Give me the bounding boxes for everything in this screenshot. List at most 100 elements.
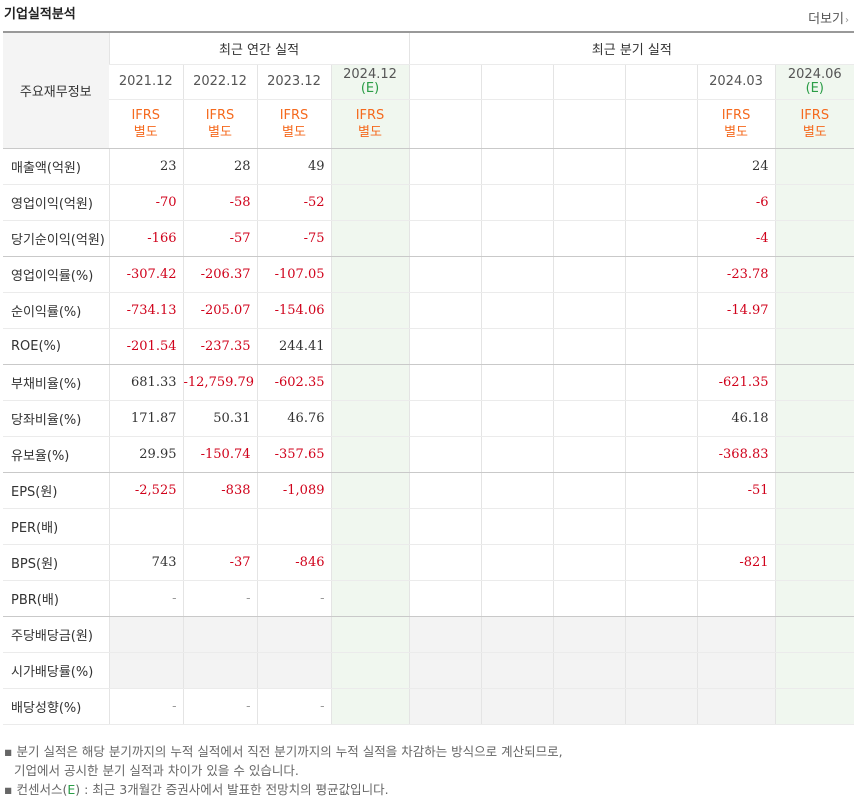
value-cell: -52 (256, 184, 331, 221)
value-cell (774, 328, 855, 365)
row-label: BPS(원) (3, 544, 109, 581)
value-cell (552, 328, 626, 365)
value-cell: -107.05 (256, 256, 331, 293)
value-cell (408, 688, 482, 725)
table-row: 당좌비율(%) 171.87 50.31 46.76 46.18 (3, 400, 855, 437)
table-row: EPS(원) -2,525 -838 -1,089 -51 (3, 472, 855, 509)
table-row: 주당배당금(원) (3, 616, 855, 653)
value-cell (774, 400, 855, 437)
section-title: 기업실적분석 (4, 7, 76, 22)
value-cell (774, 364, 855, 401)
value-cell (480, 148, 554, 185)
value-cell: - (256, 688, 331, 725)
ifrs-label: IFRS 별도 (182, 99, 257, 149)
table-row: 당기순이익(억원) -166 -57 -75 -4 (3, 220, 855, 257)
value-cell: -846 (256, 544, 331, 581)
period-header: 2024.06 (E) (774, 64, 855, 100)
value-cell (330, 472, 410, 509)
value-cell (330, 652, 410, 689)
value-cell (480, 652, 554, 689)
value-cell: -37 (182, 544, 257, 581)
value-cell: -368.83 (696, 436, 776, 473)
value-cell (624, 220, 698, 257)
value-cell (774, 292, 855, 329)
value-cell: 681.33 (108, 364, 183, 401)
table-row: ROE(%) -201.54 -237.35 244.41 (3, 328, 855, 365)
value-cell (624, 184, 698, 221)
value-cell (408, 400, 482, 437)
footnote-1: ▪ 분기 실적은 해당 분기까지의 누적 실적에서 직전 분기까지의 누적 실적… (4, 744, 563, 759)
ifrs-label (408, 99, 482, 149)
value-cell: 244.41 (256, 328, 331, 365)
value-cell (408, 652, 482, 689)
value-cell: -70 (108, 184, 183, 221)
value-cell: -838 (182, 472, 257, 509)
value-cell (774, 436, 855, 473)
value-cell (408, 436, 482, 473)
period-header (624, 64, 698, 100)
value-cell (408, 544, 482, 581)
value-cell: 49 (256, 148, 331, 185)
value-cell (696, 508, 776, 545)
value-cell: - (108, 688, 183, 725)
value-cell: -4 (696, 220, 776, 257)
value-cell (480, 256, 554, 293)
value-cell (552, 652, 626, 689)
chevron-right-icon: › (845, 15, 849, 26)
row-label: 부채비율(%) (3, 364, 109, 401)
value-cell: - (108, 580, 183, 617)
table-row: 매출액(억원) 23 28 49 24 (3, 148, 855, 185)
value-cell (182, 508, 257, 545)
value-cell (408, 220, 482, 257)
value-cell (330, 184, 410, 221)
value-cell: -23.78 (696, 256, 776, 293)
row-label: 배당성향(%) (3, 688, 109, 725)
value-cell (480, 400, 554, 437)
row-label: 당좌비율(%) (3, 400, 109, 437)
ifrs-label: IFRS 별도 (330, 99, 410, 149)
more-link[interactable]: 더보기› (808, 8, 849, 27)
more-label[interactable]: 더보기 (808, 12, 844, 27)
value-cell (774, 688, 855, 725)
period-date: 2024.03 (709, 74, 763, 89)
value-cell (182, 616, 257, 653)
table-row: 영업이익(억원) -70 -58 -52 -6 (3, 184, 855, 221)
value-cell (774, 580, 855, 617)
value-cell (408, 256, 482, 293)
value-cell (774, 148, 855, 185)
ifrs-label (552, 99, 626, 149)
value-cell (552, 364, 626, 401)
value-cell (774, 508, 855, 545)
period-date: 2023.12 (267, 74, 321, 89)
value-cell (480, 616, 554, 653)
value-cell (696, 652, 776, 689)
estimate-mark: (E) (360, 80, 380, 96)
value-cell: -821 (696, 544, 776, 581)
value-cell (774, 544, 855, 581)
period-header: 2024.03 (696, 64, 776, 100)
value-cell (552, 400, 626, 437)
value-cell (696, 580, 776, 617)
value-cell (108, 652, 183, 689)
value-cell: -14.97 (696, 292, 776, 329)
value-cell (330, 220, 410, 257)
value-cell (480, 364, 554, 401)
value-cell (330, 256, 410, 293)
value-cell (552, 256, 626, 293)
value-cell (624, 616, 698, 653)
value-cell (774, 652, 855, 689)
value-cell (108, 616, 183, 653)
period-header: 2023.12 (256, 64, 331, 100)
value-cell (256, 616, 331, 653)
value-cell: -621.35 (696, 364, 776, 401)
value-cell: 171.87 (108, 400, 183, 437)
row-label: ROE(%) (3, 328, 109, 365)
table-row: 배당성향(%) - - - (3, 688, 855, 725)
value-cell: 743 (108, 544, 183, 581)
row-label: 영업이익(억원) (3, 184, 109, 221)
value-cell (624, 580, 698, 617)
value-cell (624, 148, 698, 185)
row-label: PBR(배) (3, 580, 109, 617)
value-cell: 24 (696, 148, 776, 185)
value-cell (108, 508, 183, 545)
